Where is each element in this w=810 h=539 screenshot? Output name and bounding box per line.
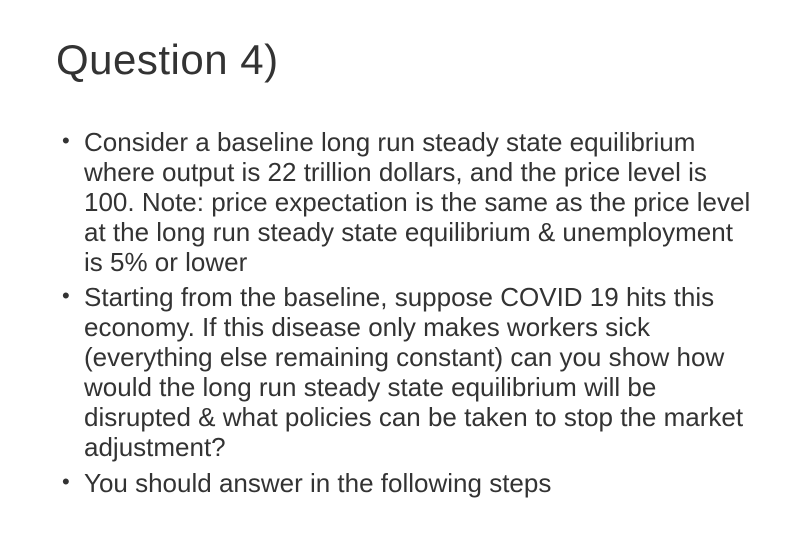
list-item: You should answer in the following steps: [56, 469, 754, 499]
list-item: Consider a baseline long run steady stat…: [56, 128, 754, 277]
bullet-list: Consider a baseline long run steady stat…: [56, 128, 754, 499]
question-title: Question 4): [56, 36, 754, 84]
list-item: Starting from the baseline, suppose COVI…: [56, 283, 754, 462]
